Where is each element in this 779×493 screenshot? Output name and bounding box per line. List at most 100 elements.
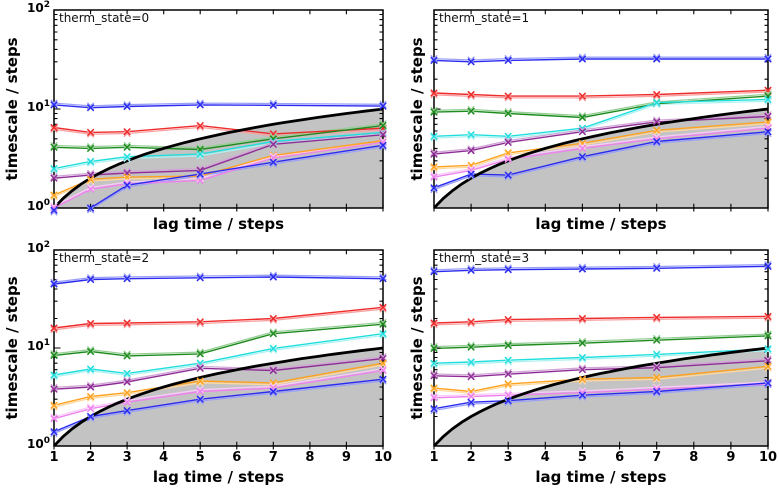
shaded-region <box>434 348 768 446</box>
lag-time-cutoff-line <box>434 107 768 208</box>
implied-timescale-3-sample-markers <box>50 318 387 358</box>
x-tick-label: 10 <box>373 450 393 465</box>
implied-timescale-5-sample-line <box>434 114 768 153</box>
subplot-title: therm_state=1 <box>439 11 530 25</box>
implied-timescale-2-sample-line <box>434 91 768 99</box>
y-axis-label: timescale / steps <box>408 276 426 420</box>
implied-timescale-6-sample-markers <box>50 361 387 411</box>
implied-timescale-6-sample-line <box>54 364 383 408</box>
implied-timescale-2-sample-markers <box>50 305 387 334</box>
x-tick-label: 2 <box>466 450 476 465</box>
implied-timescale-5-markers <box>430 112 772 158</box>
subplot-therm_state=2 <box>50 249 387 450</box>
implied-timescale-1-sample-line <box>434 263 768 271</box>
implied-timescale-8-markers <box>430 379 772 413</box>
implied-timescale-2-sample-markers <box>50 123 387 140</box>
implied-timescale-5-line <box>54 134 383 179</box>
x-tick-label: 8 <box>689 450 699 465</box>
implied-timescale-4-sample-line <box>434 100 768 139</box>
x-axis-label: lag time / steps <box>152 468 285 486</box>
implied-timescale-2-markers <box>430 312 772 327</box>
implied-timescale-4-line <box>434 348 768 364</box>
x-tick-label: 1 <box>429 450 439 465</box>
x-tick-label: 4 <box>540 450 550 465</box>
implied-timescale-8-sample-markers <box>50 143 387 216</box>
implied-timescale-5-markers <box>50 130 387 182</box>
x-tick-label: 10 <box>758 450 778 465</box>
x-tick-label: 5 <box>577 450 587 465</box>
subplot-title: therm_state=0 <box>59 11 150 25</box>
implied-timescale-4-markers <box>50 329 387 379</box>
implied-timescale-3-line <box>54 323 383 357</box>
implied-timescale-7-sample-markers <box>430 122 772 179</box>
implied-timescale-8-sample-markers <box>430 381 772 415</box>
implied-timescale-3-sample-markers <box>430 330 772 351</box>
implied-timescale-6-sample-line <box>434 123 768 170</box>
lag-time-cutoff-line <box>434 346 768 446</box>
y-tick-label: 101 <box>27 99 50 114</box>
implied-timescale-8-line <box>434 382 768 410</box>
implied-timescale-7-markers <box>430 124 772 181</box>
implied-timescale-2-sample-markers <box>430 314 772 329</box>
implied-timescale-4-sample-markers <box>50 331 387 381</box>
y-tick-label: 102 <box>27 0 50 15</box>
implied-timescale-1-sample-line <box>54 102 383 107</box>
x-tick-label: 4 <box>159 450 169 465</box>
implied-timescale-8-markers <box>50 375 387 436</box>
implied-timescale-2-markers <box>430 86 772 100</box>
implied-timescale-6-sample-line <box>434 367 768 394</box>
implied-timescale-6-markers <box>430 118 772 171</box>
implied-timescale-2-sample-line <box>54 308 383 331</box>
x-tick-label: 3 <box>503 450 513 465</box>
subplot-therm_state=3 <box>430 249 772 450</box>
implied-timescale-5-sample-line <box>434 358 768 376</box>
implied-timescale-1-line <box>434 58 768 63</box>
x-tick-label: 6 <box>232 450 242 465</box>
implied-timescale-1-sample-markers <box>430 53 772 64</box>
implied-timescale-7-line <box>54 141 383 208</box>
implied-timescale-7-sample-markers <box>50 136 387 210</box>
implied-timescale-8-sample-markers <box>50 377 387 438</box>
implied-timescale-2-line <box>434 315 768 324</box>
y-axis-label: timescale / steps <box>408 37 426 181</box>
implied-timescale-7-markers <box>50 138 387 212</box>
implied-timescale-5-sample-markers <box>430 111 772 156</box>
implied-timescale-2-line <box>54 124 383 135</box>
implied-timescale-7-sample-line <box>434 381 768 397</box>
implied-timescale-8-sample-line <box>434 384 768 412</box>
implied-timescale-1-sample-markers <box>50 271 387 286</box>
implied-timescale-3-markers <box>50 121 387 154</box>
implied-timescale-2-sample-line <box>434 317 768 326</box>
lag-time-cutoff-line <box>54 346 383 446</box>
implied-timescale-5-markers <box>430 357 772 381</box>
x-tick-label: 7 <box>652 450 662 465</box>
implied-timescale-1-line <box>54 276 383 285</box>
implied-timescale-1-sample-markers <box>430 260 772 274</box>
implied-timescale-8-markers <box>430 127 772 192</box>
implied-timescale-1-line <box>434 265 768 273</box>
implied-timescale-1-sample-markers <box>50 99 387 110</box>
implied-timescale-7-line <box>54 369 383 420</box>
x-tick-label: 1 <box>49 450 59 465</box>
implied-timescale-4-line <box>54 131 383 170</box>
subplot-title: therm_state=3 <box>439 251 530 265</box>
implied-timescale-4-sample-line <box>54 334 383 378</box>
subplot-title: therm_state=2 <box>59 251 150 265</box>
implied-timescale-4-sample-line <box>54 133 383 172</box>
shaded-region <box>54 109 383 208</box>
implied-timescale-3-line <box>434 335 768 350</box>
implied-timescale-4-markers <box>430 345 772 367</box>
x-tick-label: 8 <box>305 450 315 465</box>
implied-timescale-3-markers <box>50 320 387 360</box>
implied-timescale-1-markers <box>50 273 387 288</box>
implied-timescale-8-markers <box>50 141 387 214</box>
x-tick-label: 5 <box>195 450 205 465</box>
implied-timescale-8-sample-line <box>434 132 768 191</box>
implied-timescale-5-sample-markers <box>50 353 387 392</box>
implied-timescale-7-line <box>434 383 768 399</box>
implied-timescale-5-sample-markers <box>50 129 387 181</box>
y-tick-label: 100 <box>27 198 50 213</box>
implied-timescale-7-markers <box>50 366 387 423</box>
